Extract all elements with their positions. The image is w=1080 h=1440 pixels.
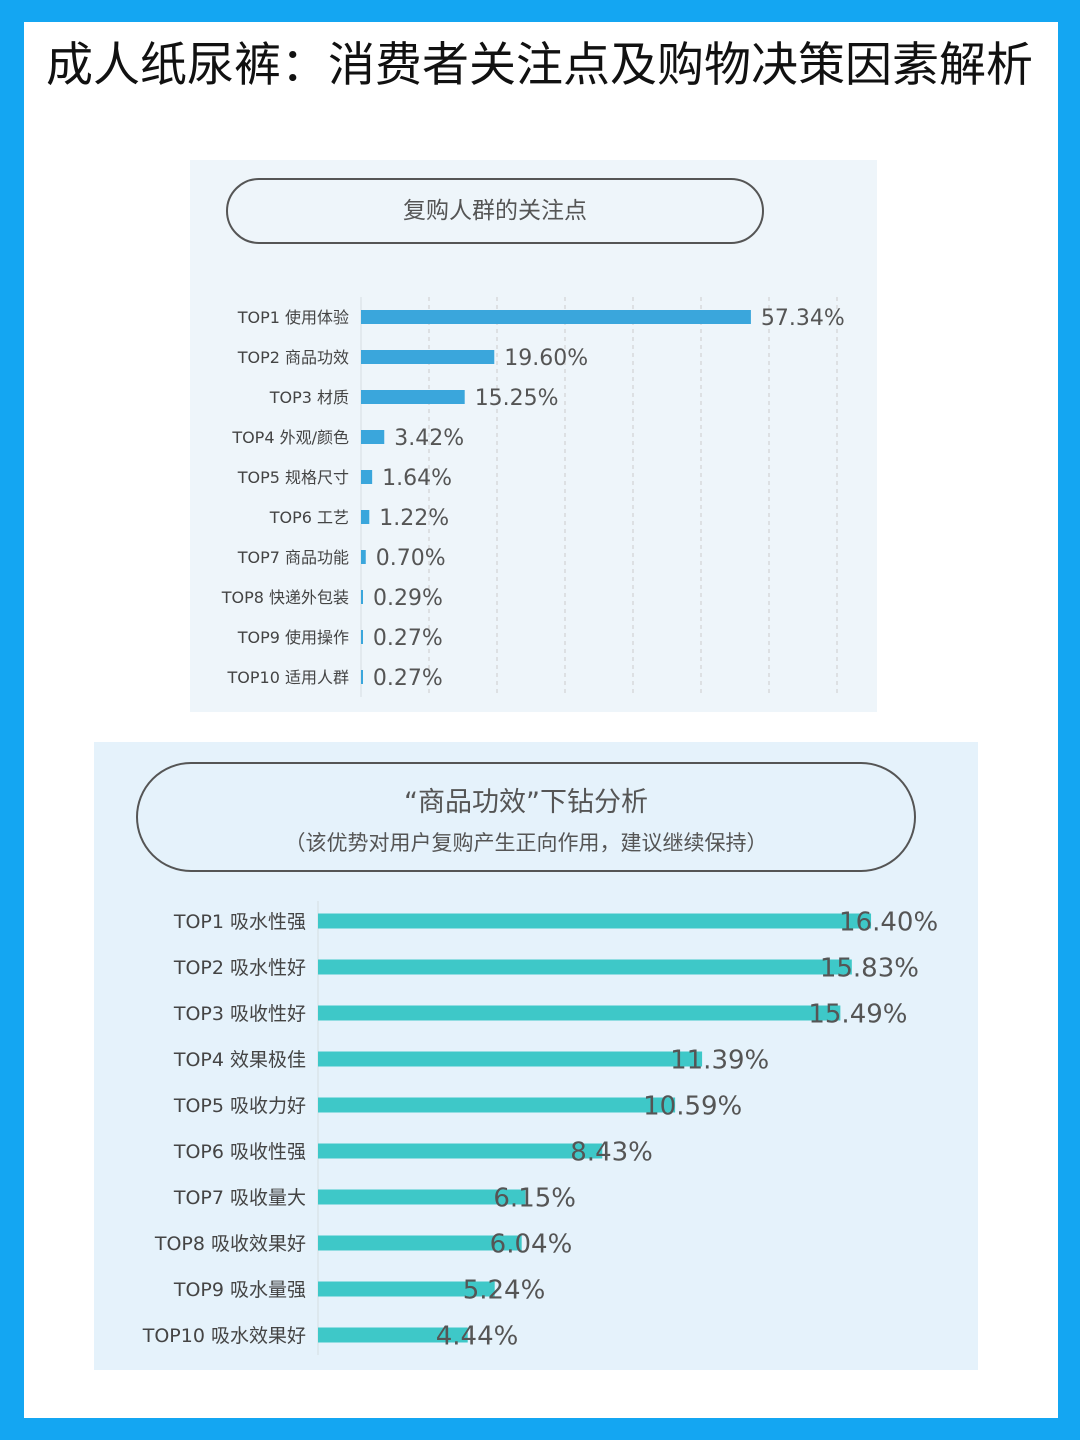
value-label: 15.25% xyxy=(475,386,559,411)
category-label: TOP5 规格尺寸 xyxy=(237,468,349,487)
value-label: 6.04% xyxy=(490,1229,573,1259)
category-label: TOP2 商品功效 xyxy=(237,348,349,367)
category-label: TOP3 吸收性好 xyxy=(173,1003,306,1025)
bar xyxy=(318,913,872,929)
value-label: 3.42% xyxy=(394,426,464,451)
chart-panel-efficacy: “商品功效”下钻分析 （该优势对用户复购产生正向作用，建议继续保持） TOP1 … xyxy=(94,742,978,1370)
bar xyxy=(318,1143,603,1159)
bar xyxy=(318,959,852,975)
bar xyxy=(361,510,370,524)
value-label: 1.64% xyxy=(382,466,452,491)
category-label: TOP4 效果极佳 xyxy=(173,1049,306,1071)
bar xyxy=(361,630,363,644)
value-label: 4.44% xyxy=(436,1321,519,1351)
value-label: 0.29% xyxy=(373,586,443,611)
bar xyxy=(361,350,495,364)
value-label: 8.43% xyxy=(570,1137,653,1167)
bar xyxy=(361,430,385,444)
category-label: TOP5 吸收力好 xyxy=(173,1095,306,1117)
chart-efficacy: TOP1 吸水性强 16.40% TOP2 吸水性好 15.83% TOP3 吸收性好 1… xyxy=(142,901,938,1355)
bar xyxy=(318,1051,703,1067)
value-label: 16.40% xyxy=(839,907,938,937)
category-label: TOP6 吸收性强 xyxy=(173,1141,306,1163)
category-label: TOP2 吸水性好 xyxy=(173,957,306,979)
chart-subtitle: （该优势对用户复购产生正向作用，建议继续保持） xyxy=(284,831,768,855)
value-label: 15.83% xyxy=(820,953,919,983)
value-label: 0.27% xyxy=(373,666,443,691)
value-label: 0.27% xyxy=(373,626,443,651)
bar xyxy=(361,550,366,564)
bar xyxy=(361,310,751,324)
value-label: 1.22% xyxy=(379,506,449,531)
value-label: 15.49% xyxy=(808,999,907,1029)
category-label: TOP3 材质 xyxy=(269,388,349,407)
bar xyxy=(318,1281,495,1297)
value-label: 11.39% xyxy=(670,1045,769,1075)
chart-panel-repurchase: 复购人群的关注点 TOP1 使用体验 57.34% TOP2 商品功效 19.60% T… xyxy=(190,160,877,712)
chart-repurchase: TOP1 使用体验 57.34% TOP2 商品功效 19.60% TOP3 材质 15.… xyxy=(221,297,845,697)
bar xyxy=(318,1189,526,1205)
category-label: TOP1 吸水性强 xyxy=(173,911,306,933)
page-title: 成人纸尿裤：消费者关注点及购物决策因素解析 xyxy=(46,38,1033,93)
bar xyxy=(361,670,363,684)
chart-title: “商品功效”下钻分析 xyxy=(404,787,648,818)
bar xyxy=(318,1327,468,1343)
category-label: TOP9 使用操作 xyxy=(237,628,349,647)
category-label: TOP1 使用体验 xyxy=(237,308,349,327)
category-label: TOP6 工艺 xyxy=(269,508,349,527)
bar xyxy=(361,390,465,404)
category-label: TOP7 商品功能 xyxy=(237,548,349,567)
chart-title-box: “商品功效”下钻分析 （该优势对用户复购产生正向作用，建议继续保持） xyxy=(136,762,916,872)
category-label: TOP10 适用人群 xyxy=(227,668,349,687)
chart-title: 复购人群的关注点 xyxy=(226,178,764,244)
category-label: TOP4 外观/颜色 xyxy=(231,428,349,447)
bar xyxy=(318,1235,522,1251)
bar xyxy=(361,590,363,604)
value-label: 0.70% xyxy=(376,546,446,571)
category-label: TOP8 快递外包装 xyxy=(221,588,349,607)
value-label: 10.59% xyxy=(643,1091,742,1121)
category-label: TOP9 吸水量强 xyxy=(173,1279,306,1301)
bar xyxy=(318,1005,841,1021)
bar xyxy=(361,470,373,484)
value-label: 19.60% xyxy=(504,346,588,371)
value-label: 6.15% xyxy=(493,1183,576,1213)
category-label: TOP10 吸水效果好 xyxy=(142,1325,306,1347)
category-label: TOP8 吸收效果好 xyxy=(154,1233,306,1255)
bar xyxy=(318,1097,676,1113)
value-label: 57.34% xyxy=(761,306,845,331)
category-label: TOP7 吸收量大 xyxy=(173,1187,306,1209)
value-label: 5.24% xyxy=(463,1275,546,1305)
